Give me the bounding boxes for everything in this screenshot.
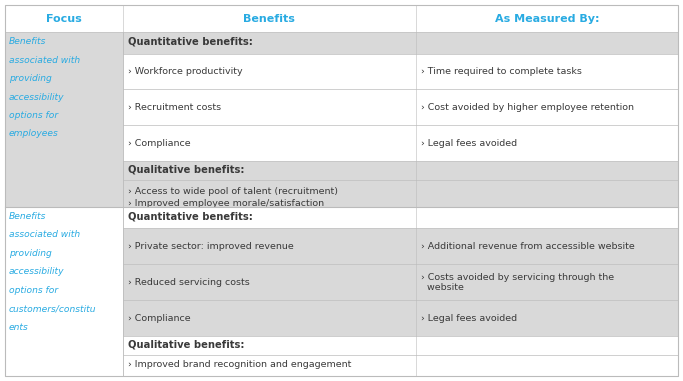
Text: › Improved brand recognition and engagement: › Improved brand recognition and engagem… — [128, 360, 351, 369]
Text: Benefits: Benefits — [243, 14, 295, 24]
Bar — [123, 336, 678, 355]
Bar — [123, 355, 678, 376]
Bar — [5, 207, 123, 376]
Text: › Private sector: improved revenue: › Private sector: improved revenue — [128, 242, 294, 251]
Text: › Compliance: › Compliance — [128, 139, 191, 148]
Bar — [5, 5, 678, 32]
Text: ents: ents — [9, 323, 29, 332]
Bar — [123, 180, 678, 207]
Text: Quantitative benefits:: Quantitative benefits: — [128, 37, 253, 47]
Text: › Cost avoided by higher employee retention: › Cost avoided by higher employee retent… — [421, 103, 634, 112]
Text: Qualitative benefits:: Qualitative benefits: — [128, 339, 245, 349]
Text: options for: options for — [9, 111, 58, 120]
Text: › Workforce productivity: › Workforce productivity — [128, 67, 242, 76]
Text: accessibility: accessibility — [9, 267, 64, 276]
Text: associated with: associated with — [9, 231, 80, 240]
Text: › Legal fees avoided: › Legal fees avoided — [421, 139, 516, 148]
Text: Benefits: Benefits — [9, 37, 46, 46]
Text: › Reduced servicing costs: › Reduced servicing costs — [128, 278, 249, 287]
Text: › Improved employee morale/satisfaction: › Improved employee morale/satisfaction — [128, 199, 324, 208]
Text: employees: employees — [9, 130, 59, 138]
Text: › Additional revenue from accessible website: › Additional revenue from accessible web… — [421, 242, 635, 251]
Text: providing: providing — [9, 249, 52, 258]
Text: › Compliance: › Compliance — [128, 314, 191, 323]
Text: › Recruitment costs: › Recruitment costs — [128, 103, 221, 112]
Text: Focus: Focus — [46, 14, 82, 24]
Text: options for: options for — [9, 286, 58, 295]
Bar — [123, 264, 678, 300]
Bar — [123, 32, 678, 54]
Bar — [123, 90, 678, 125]
Text: › Time required to complete tasks: › Time required to complete tasks — [421, 67, 581, 76]
Text: providing: providing — [9, 74, 52, 83]
Bar — [123, 54, 678, 90]
Text: › Legal fees avoided: › Legal fees avoided — [421, 314, 516, 323]
Text: associated with: associated with — [9, 56, 80, 65]
Text: › Access to wide pool of talent (recruitment): › Access to wide pool of talent (recruit… — [128, 187, 338, 197]
Bar — [123, 162, 678, 180]
Text: accessibility: accessibility — [9, 93, 64, 102]
Bar — [123, 228, 678, 264]
Text: customers/constitu: customers/constitu — [9, 304, 96, 313]
Text: Qualitative benefits:: Qualitative benefits: — [128, 165, 245, 174]
Bar — [123, 125, 678, 162]
Text: › Costs avoided by servicing through the
  website: › Costs avoided by servicing through the… — [421, 272, 613, 292]
Text: Benefits: Benefits — [9, 212, 46, 221]
Bar — [5, 32, 123, 207]
Bar — [123, 207, 678, 228]
Text: Quantitative benefits:: Quantitative benefits: — [128, 211, 253, 222]
Bar — [123, 300, 678, 336]
Text: As Measured By:: As Measured By: — [494, 14, 599, 24]
